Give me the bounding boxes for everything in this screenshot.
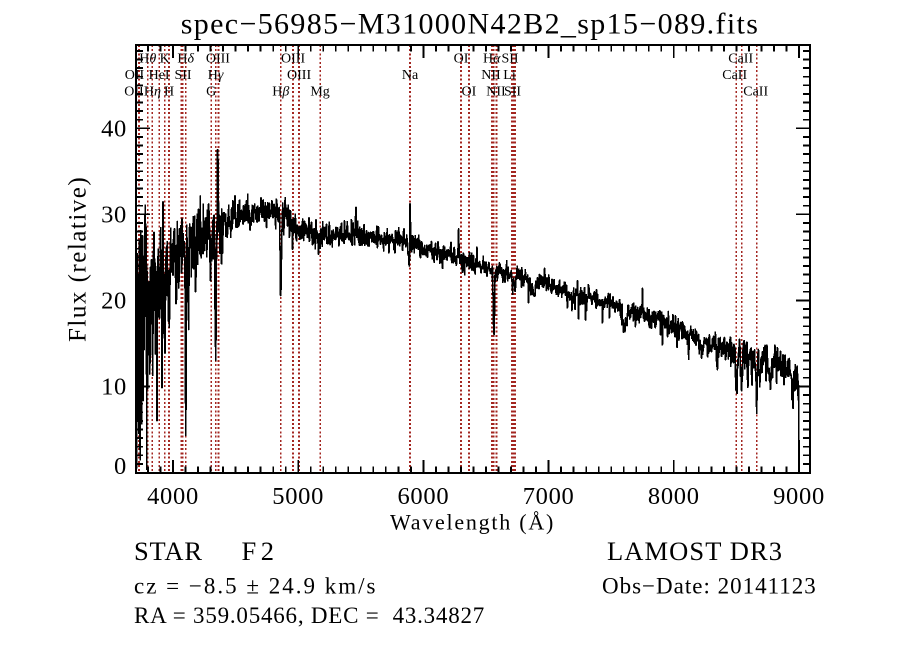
- svg-text:CaII: CaII: [722, 68, 747, 83]
- svg-text:OI: OI: [462, 85, 477, 100]
- svg-text:NII: NII: [481, 68, 501, 83]
- svg-text:K: K: [160, 52, 170, 67]
- svg-text:H: H: [164, 85, 174, 100]
- svg-text:cz = −8.5 ± 24.9 km/s: cz = −8.5 ± 24.9 km/s: [134, 574, 377, 599]
- svg-text:SII: SII: [504, 85, 521, 100]
- svg-text:Na: Na: [402, 68, 419, 83]
- svg-text:5000: 5000: [272, 483, 324, 510]
- svg-text:F2: F2: [242, 536, 279, 566]
- svg-text:OII: OII: [124, 85, 144, 100]
- svg-text:Hβ: Hβ: [272, 85, 289, 100]
- svg-text:20: 20: [101, 288, 127, 315]
- svg-text:SII: SII: [501, 52, 518, 67]
- svg-text:LAMOST DR3: LAMOST DR3: [607, 536, 783, 566]
- svg-text:OI: OI: [454, 52, 469, 67]
- svg-text:NII: NII: [486, 85, 506, 100]
- svg-text:Hη: Hη: [144, 85, 161, 100]
- svg-text:30: 30: [101, 202, 127, 229]
- svg-text:Mg: Mg: [310, 85, 329, 100]
- svg-text:STAR: STAR: [134, 536, 203, 566]
- svg-text:spec−56985−M31000N42B2_sp15−08: spec−56985−M31000N42B2_sp15−089.fits: [181, 8, 760, 41]
- svg-text:OII: OII: [125, 68, 145, 83]
- svg-text:OIII: OIII: [287, 68, 311, 83]
- svg-text:Obs−Date: 20141123: Obs−Date: 20141123: [602, 574, 817, 599]
- svg-text:Wavelength (Å): Wavelength (Å): [390, 510, 555, 535]
- svg-text:10: 10: [101, 374, 127, 401]
- svg-text:G: G: [206, 85, 216, 100]
- svg-text:0: 0: [114, 453, 127, 480]
- svg-text:Hα: Hα: [483, 52, 501, 67]
- svg-text:9000: 9000: [773, 483, 825, 510]
- svg-text:CaII: CaII: [743, 85, 768, 100]
- svg-text:SII: SII: [174, 68, 191, 83]
- svg-text:7000: 7000: [523, 483, 575, 510]
- svg-text:HeI: HeI: [149, 68, 170, 83]
- svg-text:8000: 8000: [648, 483, 700, 510]
- svg-text:OIII: OIII: [281, 52, 305, 67]
- svg-text:40: 40: [101, 116, 127, 143]
- svg-text:RA = 359.05466, DEC = 43.3482: RA = 359.05466, DEC = 43.34827: [134, 603, 485, 628]
- svg-text:OIII: OIII: [206, 52, 230, 67]
- svg-text:Li: Li: [503, 68, 516, 83]
- svg-text:6000: 6000: [397, 483, 449, 510]
- svg-text:Flux (relative): Flux (relative): [65, 176, 92, 342]
- svg-text:CaII: CaII: [728, 52, 753, 67]
- svg-text:Hθ: Hθ: [139, 52, 156, 67]
- svg-text:Hγ: Hγ: [208, 68, 224, 83]
- svg-text:Hδ: Hδ: [177, 52, 194, 67]
- svg-text:4000: 4000: [147, 483, 199, 510]
